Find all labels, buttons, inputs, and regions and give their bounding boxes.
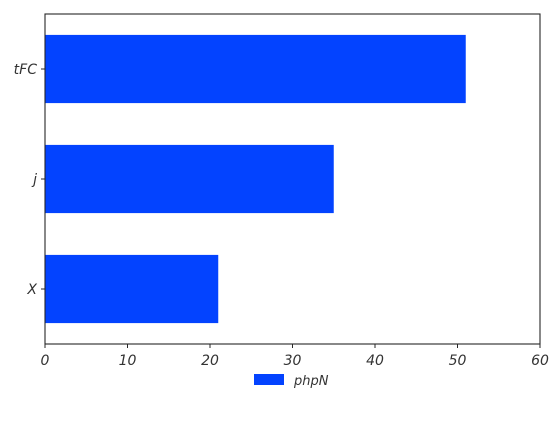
legend-swatch (254, 374, 284, 385)
x-tick-label: 30 (284, 353, 302, 369)
y-tick-label: X (26, 282, 37, 298)
bars-layer (45, 35, 466, 323)
x-tick-label: 60 (531, 353, 549, 369)
x-tick-label: 50 (449, 353, 467, 369)
legend: phpN (254, 374, 329, 389)
legend-label: phpN (293, 374, 329, 389)
bar-tFC (45, 35, 466, 103)
x-tick-label: 10 (119, 353, 137, 369)
y-tick-label: j (31, 172, 37, 188)
bar-X (45, 255, 218, 323)
x-tick-label: 20 (201, 353, 219, 369)
bar-j (45, 145, 334, 213)
x-tick-label: 40 (366, 353, 384, 369)
x-tick-label: 0 (41, 353, 50, 369)
y-tick-label: tFC (14, 62, 38, 78)
